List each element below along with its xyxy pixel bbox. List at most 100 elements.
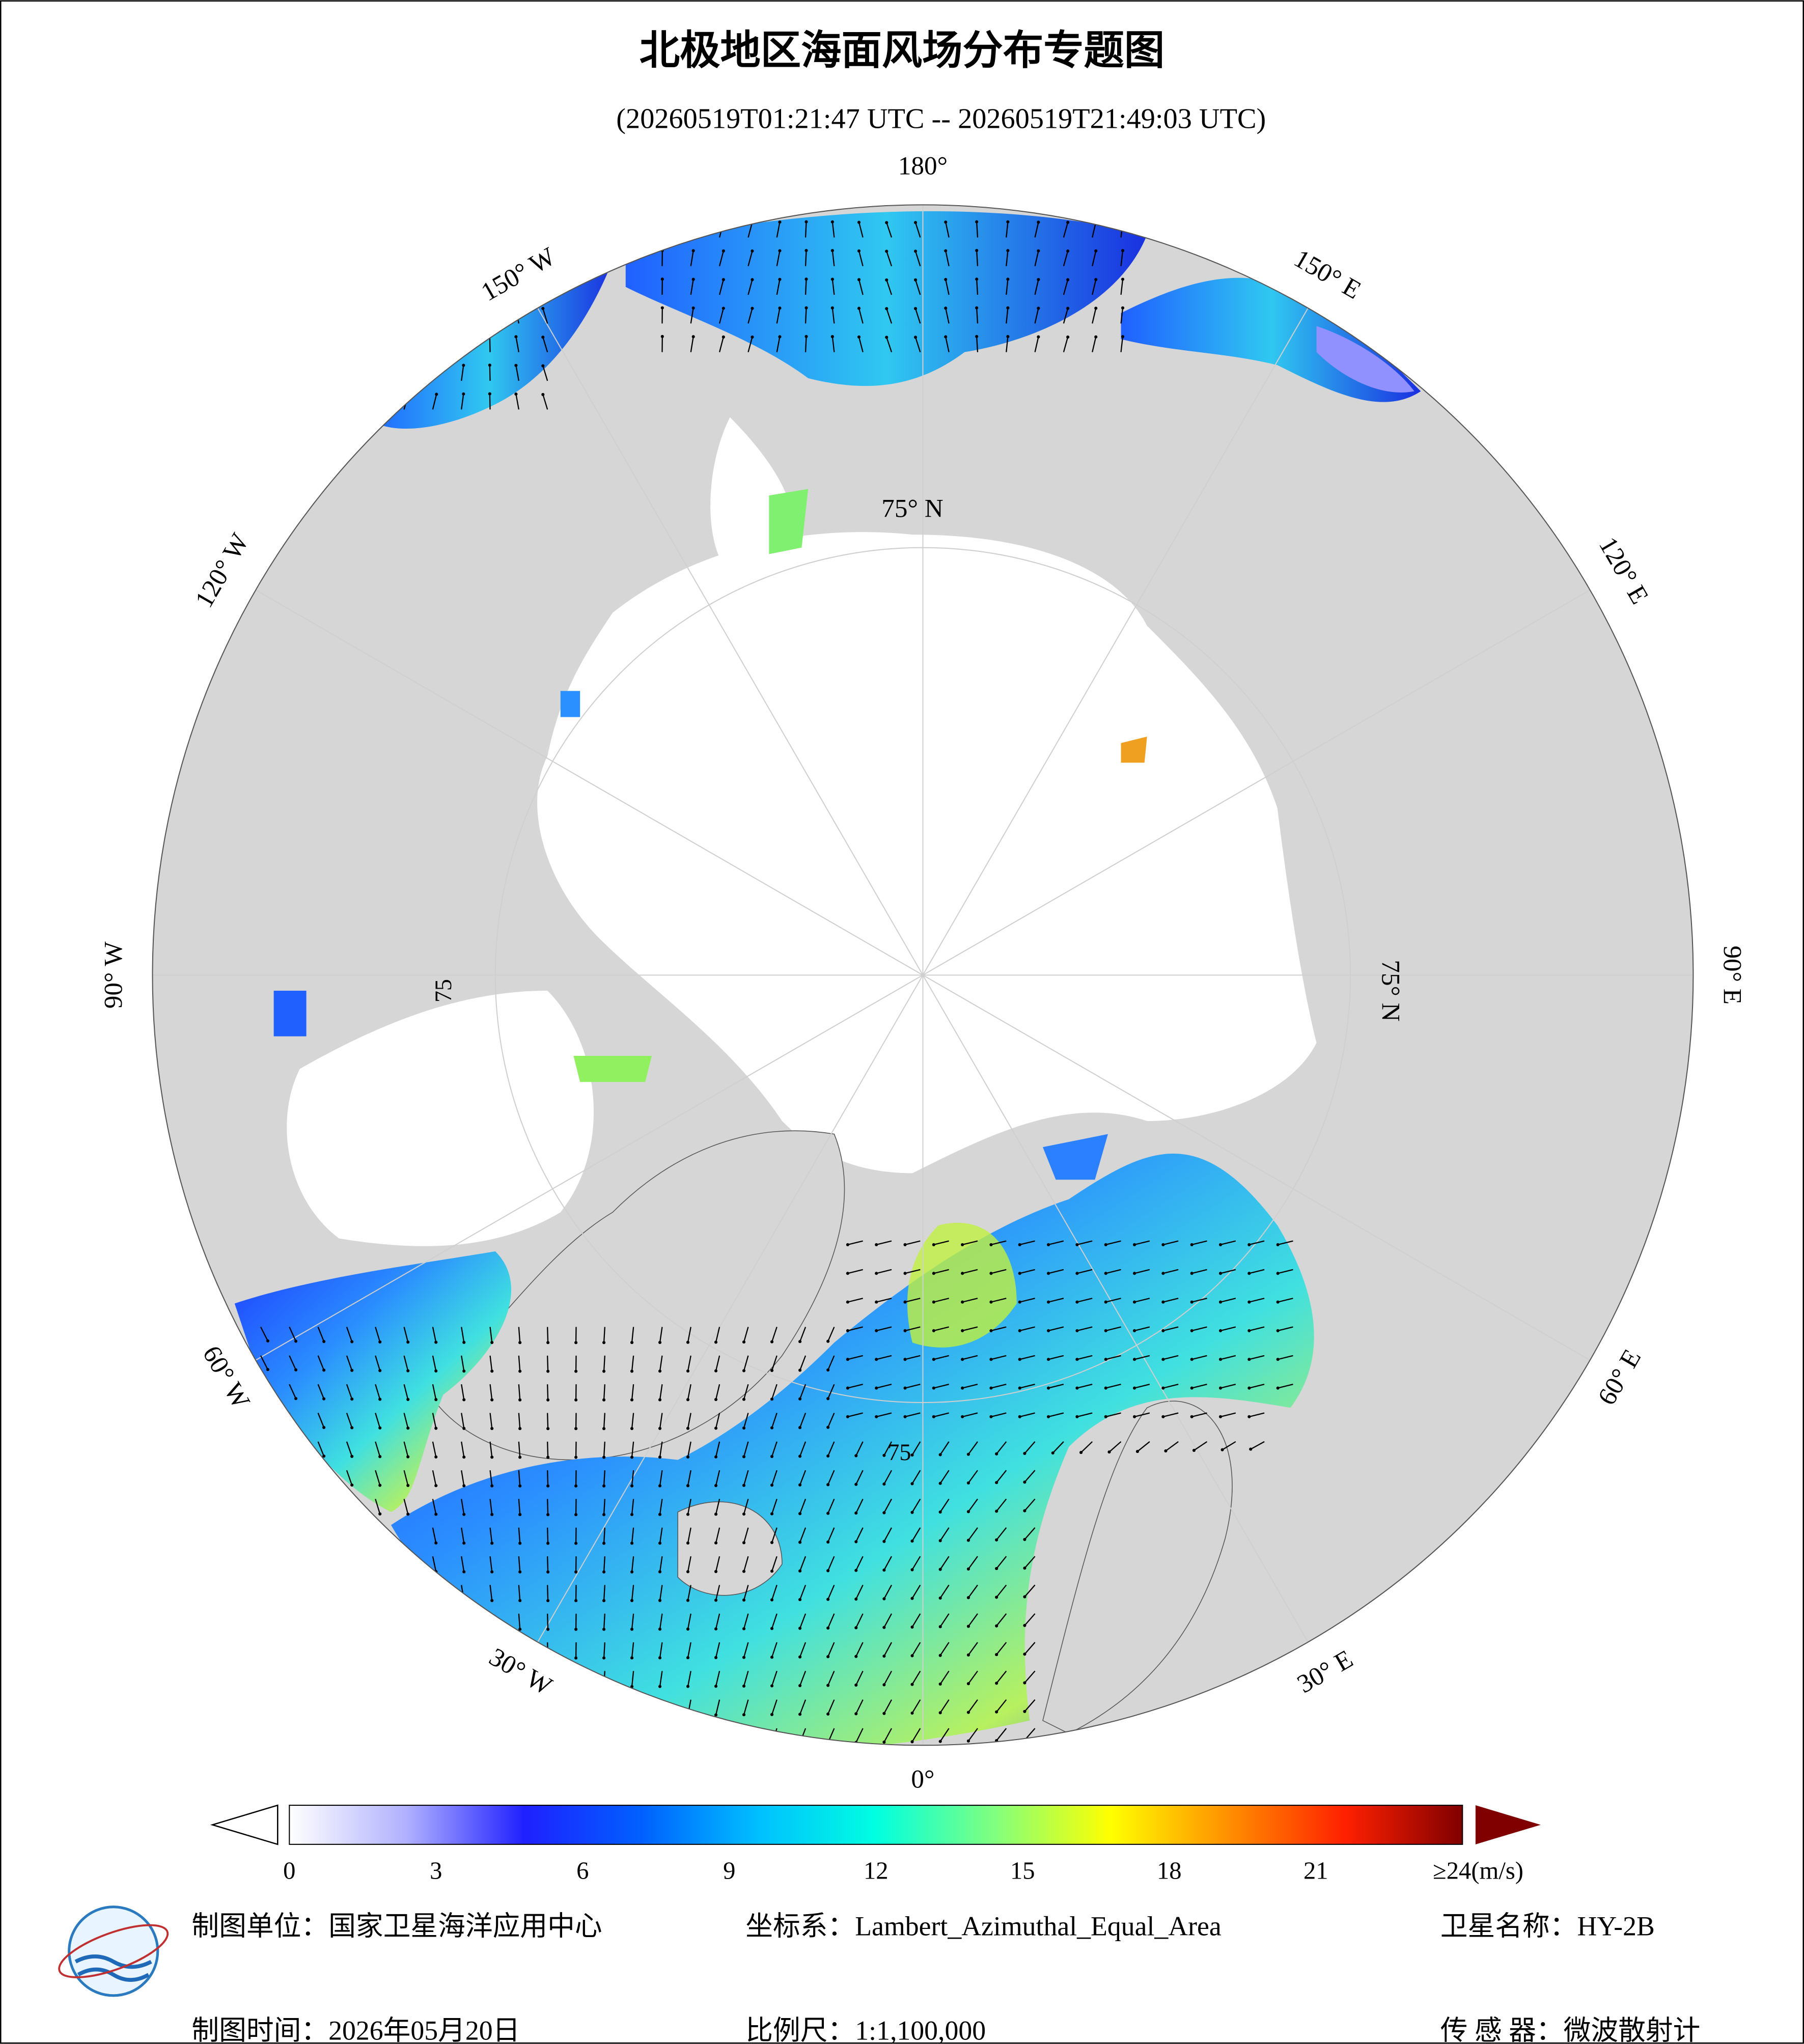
wind-arrow: [1249, 1384, 1265, 1389]
wind-arrow: [375, 1413, 381, 1429]
wind-arrow-head: [660, 277, 664, 281]
wind-arrow: [346, 1470, 353, 1486]
wind-arrow-head: [1276, 1329, 1280, 1332]
wind-arrow: [1024, 1498, 1036, 1511]
wind-arrow: [515, 337, 520, 352]
wind-arrow: [1019, 1298, 1035, 1303]
wind-arrow: [432, 1585, 437, 1601]
wind-arrow-head: [406, 306, 410, 310]
wind-arrow: [547, 1585, 549, 1601]
wind-arrow-head: [546, 1656, 550, 1660]
wind-arrow: [461, 1527, 465, 1544]
wind-arrow: [518, 1470, 521, 1486]
wind-arrow: [631, 1470, 634, 1486]
wind-arrow-head: [686, 1742, 690, 1746]
wind-arrow-head: [1190, 1243, 1194, 1246]
wind-arrow: [690, 307, 694, 324]
footer-projection: 坐标系：Lambert_Azimuthal_Equal_Area: [745, 1911, 1222, 1942]
wind-arrow-head: [1121, 277, 1125, 281]
latitude-label: 75: [887, 1439, 911, 1465]
wind-arrow: [743, 1499, 749, 1515]
wind-arrow: [776, 337, 781, 352]
wind-arrow: [1019, 1412, 1035, 1417]
wind-arrow: [1134, 1240, 1150, 1246]
wind-arrow-head: [488, 392, 491, 396]
wind-field: [573, 1056, 652, 1082]
wind-arrow-head: [1132, 1386, 1136, 1390]
wind-arrow-head: [857, 249, 861, 253]
wind-arrow: [547, 1327, 549, 1343]
wind-arrow-head: [721, 220, 725, 224]
wind-arrow-head: [903, 1415, 907, 1418]
wind-arrow: [603, 1441, 605, 1458]
wind-arrow-head: [602, 1599, 606, 1603]
wind-arrow: [317, 1355, 325, 1370]
wind-arrow-head: [966, 1625, 970, 1628]
wind-arrow: [743, 1527, 749, 1543]
wind-arrow-head: [1023, 1537, 1026, 1541]
wind-arrow-head: [1018, 1358, 1021, 1361]
wind-arrow-head: [1164, 1449, 1168, 1453]
wind-arrow: [432, 1327, 437, 1342]
wind-arrow-head: [1247, 1300, 1251, 1304]
wind-arrow: [432, 308, 437, 324]
wind-arrow: [827, 1498, 835, 1514]
wind-arrow: [1077, 1326, 1093, 1332]
wind-arrow-head: [514, 306, 518, 310]
wind-arrow-head: [1023, 1480, 1026, 1484]
wind-arrow-head: [770, 1684, 774, 1688]
wind-arrow-head: [1247, 1386, 1251, 1390]
wind-arrow: [743, 1671, 749, 1687]
wind-arrow-head: [995, 1624, 998, 1628]
wind-arrow-head: [658, 1742, 662, 1746]
wind-arrow-head: [691, 249, 695, 253]
wind-arrow-head: [266, 1339, 270, 1342]
wind-arrow-head: [742, 1684, 746, 1688]
wind-arrow-head: [1121, 306, 1125, 310]
wind-arrow-head: [798, 1741, 802, 1745]
wind-arrow-head: [778, 306, 782, 310]
wind-arrow: [771, 1699, 778, 1715]
wind-arrow: [1249, 1269, 1265, 1274]
wind-arrow-head: [1066, 278, 1070, 282]
wind-arrow-head: [846, 1243, 849, 1246]
wind-arrow-head: [1121, 335, 1125, 339]
wind-arrow-head: [546, 1455, 550, 1459]
wind-arrow-head: [574, 1685, 578, 1689]
wind-arrow: [346, 1355, 353, 1371]
wind-arrow: [547, 1556, 549, 1572]
wind-arrow: [631, 1556, 634, 1572]
wind-arrow-head: [961, 1329, 964, 1332]
wind-arrow-head: [602, 1542, 606, 1545]
wind-arrow-head: [574, 1369, 578, 1373]
wind-arrow: [771, 1642, 778, 1658]
wind-arrow: [1019, 1269, 1035, 1274]
wind-arrow-head: [378, 1426, 382, 1430]
wind-arrow-head: [658, 1685, 662, 1688]
wind-arrow-head: [406, 1369, 410, 1373]
wind-arrow: [518, 1585, 521, 1601]
wind-arrow-head: [630, 1484, 634, 1488]
wind-arrow: [743, 1441, 749, 1457]
wind-arrow: [1077, 1269, 1093, 1274]
wind-arrow: [659, 1728, 663, 1744]
wind-arrow: [1134, 1298, 1150, 1303]
wind-arrow-head: [1218, 1386, 1223, 1390]
wind-arrow-head: [751, 335, 754, 339]
wind-arrow-head: [602, 1685, 606, 1689]
wind-arrow: [1019, 1326, 1035, 1332]
wind-arrow-head: [490, 1513, 494, 1517]
wind-arrow: [962, 1384, 978, 1389]
wind-arrow-head: [462, 1542, 466, 1545]
wind-arrow: [1249, 1298, 1265, 1303]
wind-arrow-head: [854, 1655, 858, 1658]
wind-arrow: [1278, 1384, 1293, 1389]
wind-arrow-head: [826, 1397, 830, 1401]
wind-arrow-head: [378, 1483, 382, 1487]
wind-arrow-head: [1075, 1415, 1079, 1418]
wind-arrow-head: [966, 1481, 970, 1485]
wind-arrow-head: [798, 1397, 802, 1401]
wind-arrow: [1278, 1240, 1293, 1246]
wind-arrow-head: [686, 1340, 690, 1344]
wind-arrow-head: [910, 1453, 914, 1457]
